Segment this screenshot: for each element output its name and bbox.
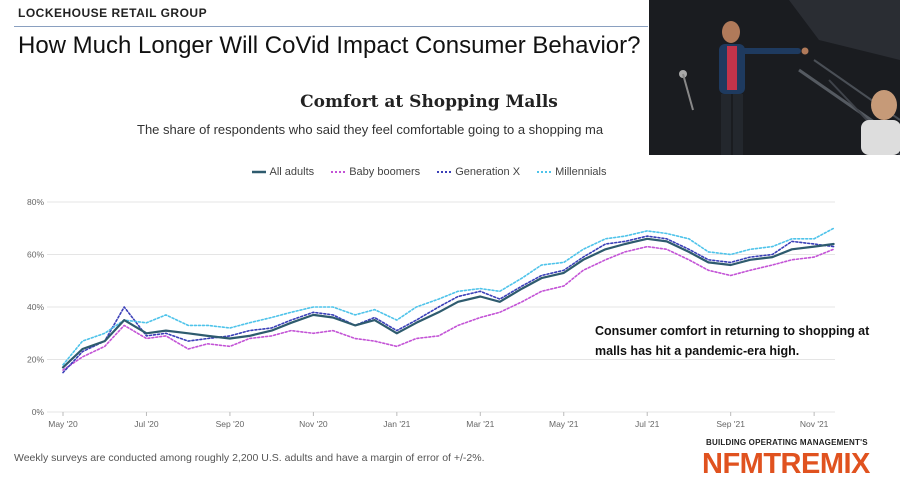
y-tick-label: 40% (27, 302, 44, 312)
chart-subtitle: The share of respondents who said they f… (137, 122, 604, 137)
legend-label-all-adults: All adults (269, 166, 315, 178)
nfmt-remix-logo: BUILDING OPERATING MANAGEMENT'S NFMTREMI… (700, 438, 880, 488)
legend-swatch-millennials (537, 171, 552, 174)
chart-annotation: Consumer comfort in returning to shoppin… (595, 324, 870, 358)
legend-item-millennials: Millennials (537, 166, 606, 178)
legend-swatch-generation-x (437, 171, 452, 174)
series-line-baby-boomers (62, 245, 835, 371)
x-tick-label: Mar '21 (466, 419, 494, 429)
x-tick-label: Nov '20 (299, 419, 328, 429)
legend-swatch-baby-boomers (331, 171, 346, 174)
y-tick-label: 0% (32, 407, 45, 417)
speaker-photo-image (649, 0, 900, 155)
legend-swatch-all-adults (251, 170, 266, 174)
brand-name: LOCKEHOUSE RETAIL GROUP (18, 6, 208, 20)
header-divider (14, 26, 648, 27)
x-tick-label: Jan '21 (383, 419, 410, 429)
legend-label-millennials: Millennials (555, 166, 607, 178)
logo-tagline: BUILDING OPERATING MANAGEMENT'S (706, 438, 868, 447)
series-line-all-adults (61, 237, 835, 369)
chart-title: Comfort at Shopping Malls (300, 92, 558, 112)
footnote: Weekly surveys are conducted among rough… (14, 452, 485, 464)
speaker-photo (649, 0, 900, 155)
logo-wordmark: NFMTREMIX (702, 448, 870, 480)
x-tick-label: Nov '21 (800, 419, 829, 429)
legend-label-generation-x: Generation X (455, 166, 521, 178)
x-tick-label: May '20 (48, 419, 78, 429)
x-tick-label: Jul '20 (134, 419, 159, 429)
y-tick-label: 20% (27, 355, 44, 365)
x-tick-label: Jul '21 (635, 419, 660, 429)
slide-title: How Much Longer Will CoVid Impact Consum… (18, 32, 641, 59)
x-tick-label: Sep '20 (216, 419, 245, 429)
x-tick-label: Sep '21 (716, 419, 745, 429)
legend-item-all-adults: All adults (251, 166, 315, 178)
legend-item-generation-x: Generation X (437, 166, 520, 178)
series-line-generation-x (62, 235, 835, 374)
series-line-millennials (62, 227, 835, 366)
y-tick-label: 80% (27, 197, 44, 207)
chart-legend: All adults Baby boomers Generation X Mil… (0, 166, 858, 178)
x-tick-label: May '21 (549, 419, 579, 429)
y-tick-label: 60% (27, 250, 44, 260)
legend-label-baby-boomers: Baby boomers (349, 166, 421, 178)
legend-item-baby-boomers: Baby boomers (331, 166, 420, 178)
line-chart: 0% 20% 40% 60% 80% May '20 Jul '20 Sep '20 Nov '… (27, 197, 835, 429)
